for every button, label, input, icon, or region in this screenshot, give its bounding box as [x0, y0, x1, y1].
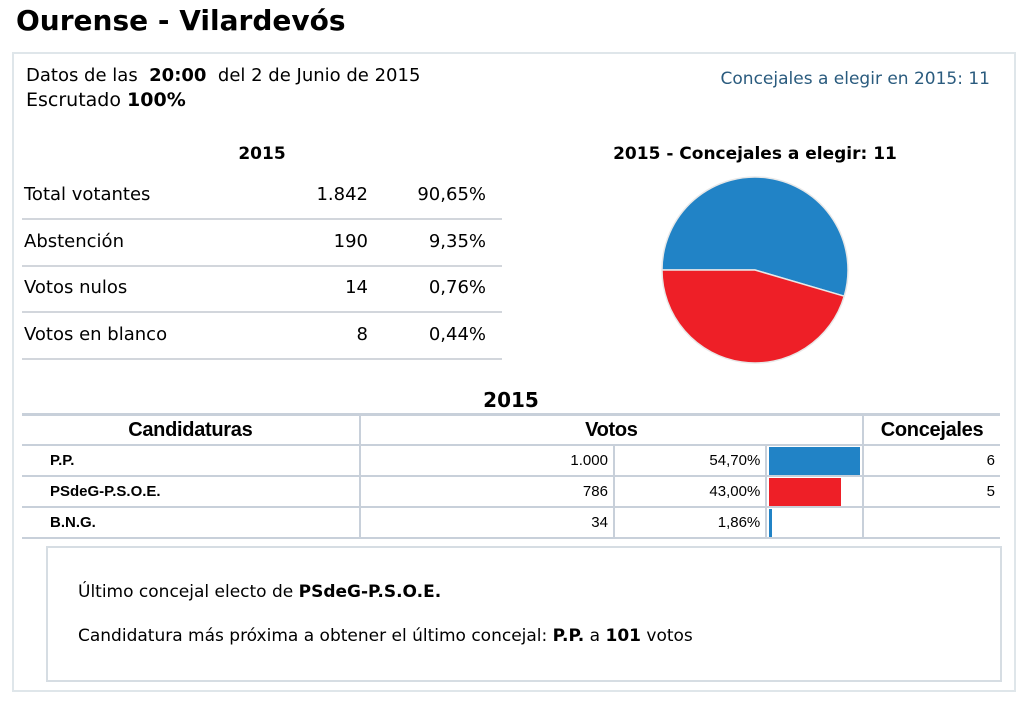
party-pct: 43,00% — [612, 476, 768, 508]
result-row: B.N.G. 34 1,86% — [22, 507, 1000, 539]
header-candidaturas: Candidaturas — [22, 413, 361, 446]
result-row: P.P. 1.000 54,70% 6 — [22, 445, 1000, 477]
scrutiny-value: 100% — [127, 89, 186, 111]
summary-label: Votos en blanco — [24, 323, 168, 345]
result-row: PSdeG-P.S.O.E. 786 43,00% 5 — [22, 476, 1000, 508]
scrutiny-label: Escrutado — [26, 89, 121, 111]
party-votes: 34 — [358, 507, 615, 539]
summary-value: 1.842 — [316, 184, 368, 205]
last-seat-note: Último concejal electo de PSdeG-P.S.O.E.… — [46, 546, 1002, 682]
pie-slice-p-p- — [661, 176, 849, 298]
results-panel — [12, 52, 1016, 692]
vote-share-bar — [769, 508, 773, 537]
info-time: 20:00 — [149, 65, 207, 86]
info-date: del 2 de Junio de 2015 — [217, 65, 421, 86]
info-prefix: Datos de las — [26, 65, 138, 86]
summary-row: Abstención 190 9,35% — [22, 219, 502, 267]
party-votes: 1.000 — [358, 445, 615, 477]
vote-share-bar — [769, 477, 841, 506]
summary-pct: 0,76% — [428, 277, 486, 298]
summary-row: Total votantes 1.842 90,65% — [22, 172, 502, 220]
note-text: Último concejal electo de — [78, 582, 294, 602]
summary-label: Total votantes — [24, 184, 151, 205]
party-name: PSdeG-P.S.O.E. — [22, 476, 361, 508]
concejales-to-elect: Concejales a elegir en 2015: 11 — [720, 69, 990, 89]
page-title: Ourense - Vilardevós — [16, 4, 346, 37]
summary-pct: 0,44% — [428, 323, 486, 345]
party-pct: 54,70% — [612, 445, 768, 477]
closest-party: P.P. — [552, 626, 585, 646]
party-seats — [862, 507, 1000, 539]
summary-title: 2015 — [238, 144, 286, 164]
vote-gap: 101 — [605, 626, 641, 646]
note-text: Candidatura más próxima a obtener el últ… — [78, 626, 548, 646]
party-name: B.N.G. — [22, 507, 361, 539]
pie-slice-psdeg-p-s-o-e- — [661, 269, 846, 364]
summary-pct: 9,35% — [428, 230, 486, 252]
last-elected-party: PSdeG-P.S.O.E. — [298, 582, 442, 602]
summary-row: Votos en blanco 8 0,44% — [22, 312, 502, 360]
party-name: P.P. — [22, 445, 361, 477]
party-votes: 786 — [358, 476, 615, 508]
data-timestamp: Datos de las 20:00 del 2 de Junio de 201… — [26, 64, 420, 113]
party-seats: 5 — [862, 476, 1000, 508]
header-concejales: Concejales — [862, 413, 1000, 446]
vote-share-bar — [769, 446, 861, 475]
chart-title: 2015 - Concejales a elegir: 11 — [613, 144, 897, 164]
party-pct: 1,86% — [612, 507, 768, 539]
summary-value: 14 — [345, 277, 368, 298]
note-text: votos — [646, 626, 693, 646]
summary-label: Votos nulos — [24, 277, 128, 298]
header-votos: Votos — [358, 413, 865, 446]
seats-pie-chart — [661, 176, 849, 364]
summary-pct: 90,65% — [417, 184, 486, 205]
note-text: a — [589, 626, 601, 646]
party-seats: 6 — [862, 445, 1000, 477]
summary-row: Votos nulos 14 0,76% — [22, 265, 502, 313]
summary-value: 190 — [333, 230, 368, 252]
results-title: 2015 — [483, 388, 539, 412]
summary-value: 8 — [356, 323, 368, 345]
results-table: Candidaturas Votos Concejales P.P. 1.000… — [22, 413, 1000, 539]
summary-label: Abstención — [24, 230, 124, 252]
